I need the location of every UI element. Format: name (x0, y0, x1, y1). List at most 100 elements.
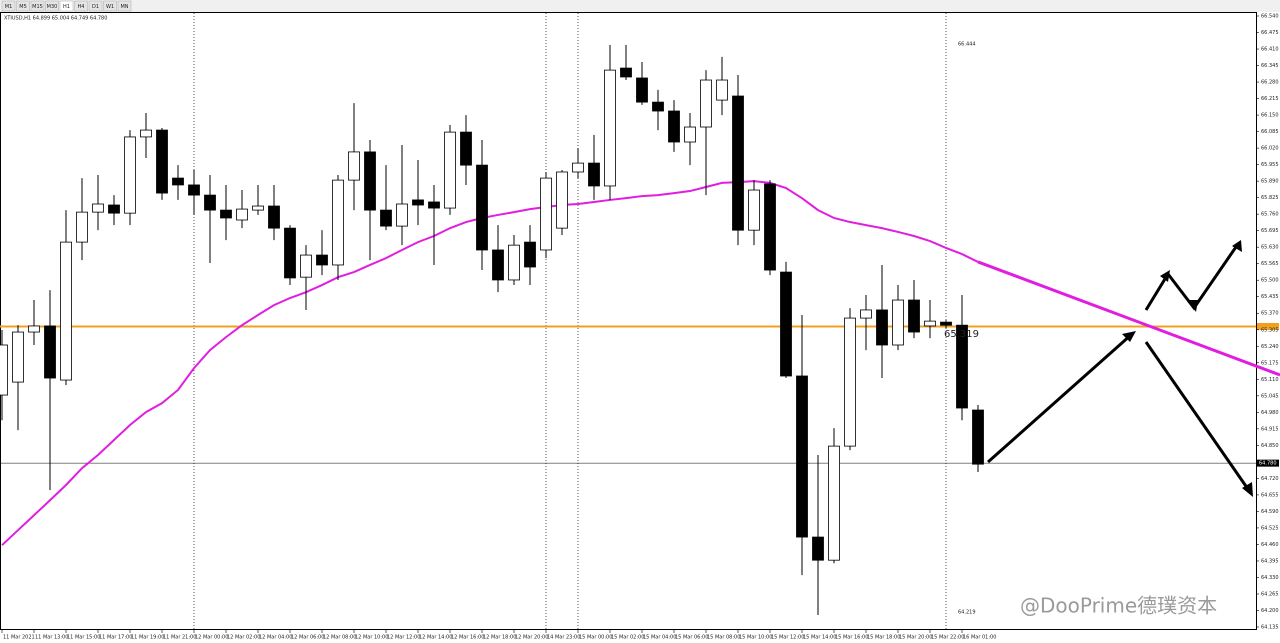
timeframe-tab[interactable] (88, 0, 103, 12)
timeframe-tab[interactable] (45, 0, 59, 12)
candle-body (124, 136, 136, 214)
arrow-head (1242, 482, 1253, 497)
y-tick-label: 64.980 (1261, 410, 1279, 416)
candle-body (188, 184, 200, 196)
candle-body (172, 177, 184, 186)
candle-body (748, 189, 760, 231)
timeframe-tab[interactable] (59, 0, 74, 12)
y-tick-label: 65.370 (1261, 311, 1279, 317)
y-tick-label: 65.760 (1261, 212, 1279, 218)
timeframe-label[interactable]: M1 (5, 4, 13, 10)
candle-body (972, 409, 984, 465)
y-tick-label: 64.655 (1261, 492, 1279, 498)
x-tick-label: 12 Mar 16:00 (451, 635, 484, 641)
current-price-box (1257, 459, 1279, 467)
y-tick-label: 66.345 (1261, 63, 1279, 69)
timeframe-tab[interactable] (74, 0, 88, 12)
candle-body (0, 344, 8, 396)
candle-body (460, 131, 472, 166)
x-tick-label: 12 Mar 12:00 (387, 635, 420, 641)
y-tick-label: 66.410 (1261, 47, 1279, 53)
candle-body (108, 204, 120, 214)
candle-body (812, 536, 824, 561)
timeframe-tab[interactable] (117, 0, 132, 12)
candle-body (76, 211, 88, 243)
candle-body (844, 317, 856, 447)
arrow (1144, 243, 1240, 311)
x-tick-label: 11 Mar 17:00 (99, 635, 132, 641)
x-tick-label: 14 Mar 23:00 (547, 635, 580, 641)
arrow (987, 332, 1133, 464)
candle-body (780, 271, 792, 377)
y-tick-label: 64.850 (1261, 443, 1279, 449)
timeframe-label[interactable]: M30 (47, 4, 58, 10)
y-tick-label: 66.280 (1261, 80, 1279, 86)
candle-body (652, 101, 664, 112)
timeframe-label[interactable]: W1 (106, 4, 114, 10)
candle-body (476, 164, 488, 251)
candle-body (860, 309, 872, 319)
timeframe-label[interactable]: MN (120, 4, 128, 10)
x-tick-label: 15 Mar 08:00 (707, 635, 740, 641)
level-axis-box (1257, 322, 1279, 330)
candle-body (684, 126, 696, 143)
candle-body (12, 331, 24, 383)
y-tick-label: 65.240 (1261, 344, 1279, 350)
candle-body (604, 69, 616, 187)
x-tick-label: 15 Mar 20:00 (899, 635, 932, 641)
candle-body (220, 209, 232, 219)
watermark: @DooPrime德璞资本 (1020, 594, 1217, 618)
candle-body (940, 321, 952, 326)
candle-body (92, 203, 104, 213)
candle-body (492, 249, 504, 281)
candle-body (268, 205, 280, 229)
y-tick-label: 66.150 (1261, 113, 1279, 119)
y-tick-label: 64.265 (1261, 591, 1279, 597)
timeframe-label[interactable]: M5 (19, 4, 27, 10)
arrow-head (1160, 270, 1170, 282)
candle-body (636, 77, 648, 103)
y-tick-label: 64.200 (1261, 608, 1279, 614)
y-tick-label: 64.525 (1261, 525, 1279, 531)
timeframe-tab[interactable] (1, 0, 16, 12)
candle-body (60, 241, 72, 381)
y-tick-label: 64.915 (1261, 426, 1279, 432)
candle-body (668, 110, 680, 143)
ma-projection (977, 260, 1280, 377)
chart-header: XTIUSD,H1 64.899 65.004 64.749 64.780 (4, 16, 107, 22)
y-tick-label: 65.825 (1261, 195, 1279, 201)
candle-body (412, 199, 424, 206)
arrow (1144, 341, 1252, 493)
x-tick-label: 12 Mar 18:00 (483, 635, 516, 641)
y-tick-label: 65.435 (1261, 294, 1279, 300)
timeframe-tab[interactable] (16, 0, 30, 12)
level-label: 65.319 (944, 329, 979, 340)
y-tick-label: 65.565 (1261, 261, 1279, 267)
candle-body (588, 162, 600, 187)
y-tick-label: 65.175 (1261, 360, 1279, 366)
timeframe-tab[interactable] (30, 0, 45, 12)
candle-body (156, 129, 168, 194)
timeframe-label[interactable]: D1 (92, 4, 99, 10)
candle-body (620, 67, 632, 78)
y-tick-label: 65.305 (1261, 327, 1279, 333)
candle-body (700, 79, 712, 128)
x-tick-label: 11 Mar 13:00 (35, 635, 68, 641)
x-tick-label: 11 Mar 19:00 (131, 635, 164, 641)
candle-body (892, 299, 904, 346)
arrow-head (1232, 240, 1242, 252)
timeframe-label[interactable]: M15 (32, 4, 43, 10)
candle-body (396, 203, 408, 227)
x-tick-label: 12 Mar 08:00 (323, 635, 356, 641)
toolbar (0, 0, 1280, 12)
timeframe-label[interactable]: H1 (63, 4, 70, 10)
y-tick-label: 64.720 (1261, 476, 1279, 482)
y-tick-label: 64.395 (1261, 558, 1279, 564)
timeframe-tab[interactable] (103, 0, 117, 12)
x-tick-label: 15 Mar 02:00 (611, 635, 644, 641)
timeframe-label[interactable]: H4 (78, 4, 85, 10)
candle-body (572, 162, 584, 173)
x-tick-label: 12 Mar 20:00 (515, 635, 548, 641)
candle-body (828, 445, 840, 561)
